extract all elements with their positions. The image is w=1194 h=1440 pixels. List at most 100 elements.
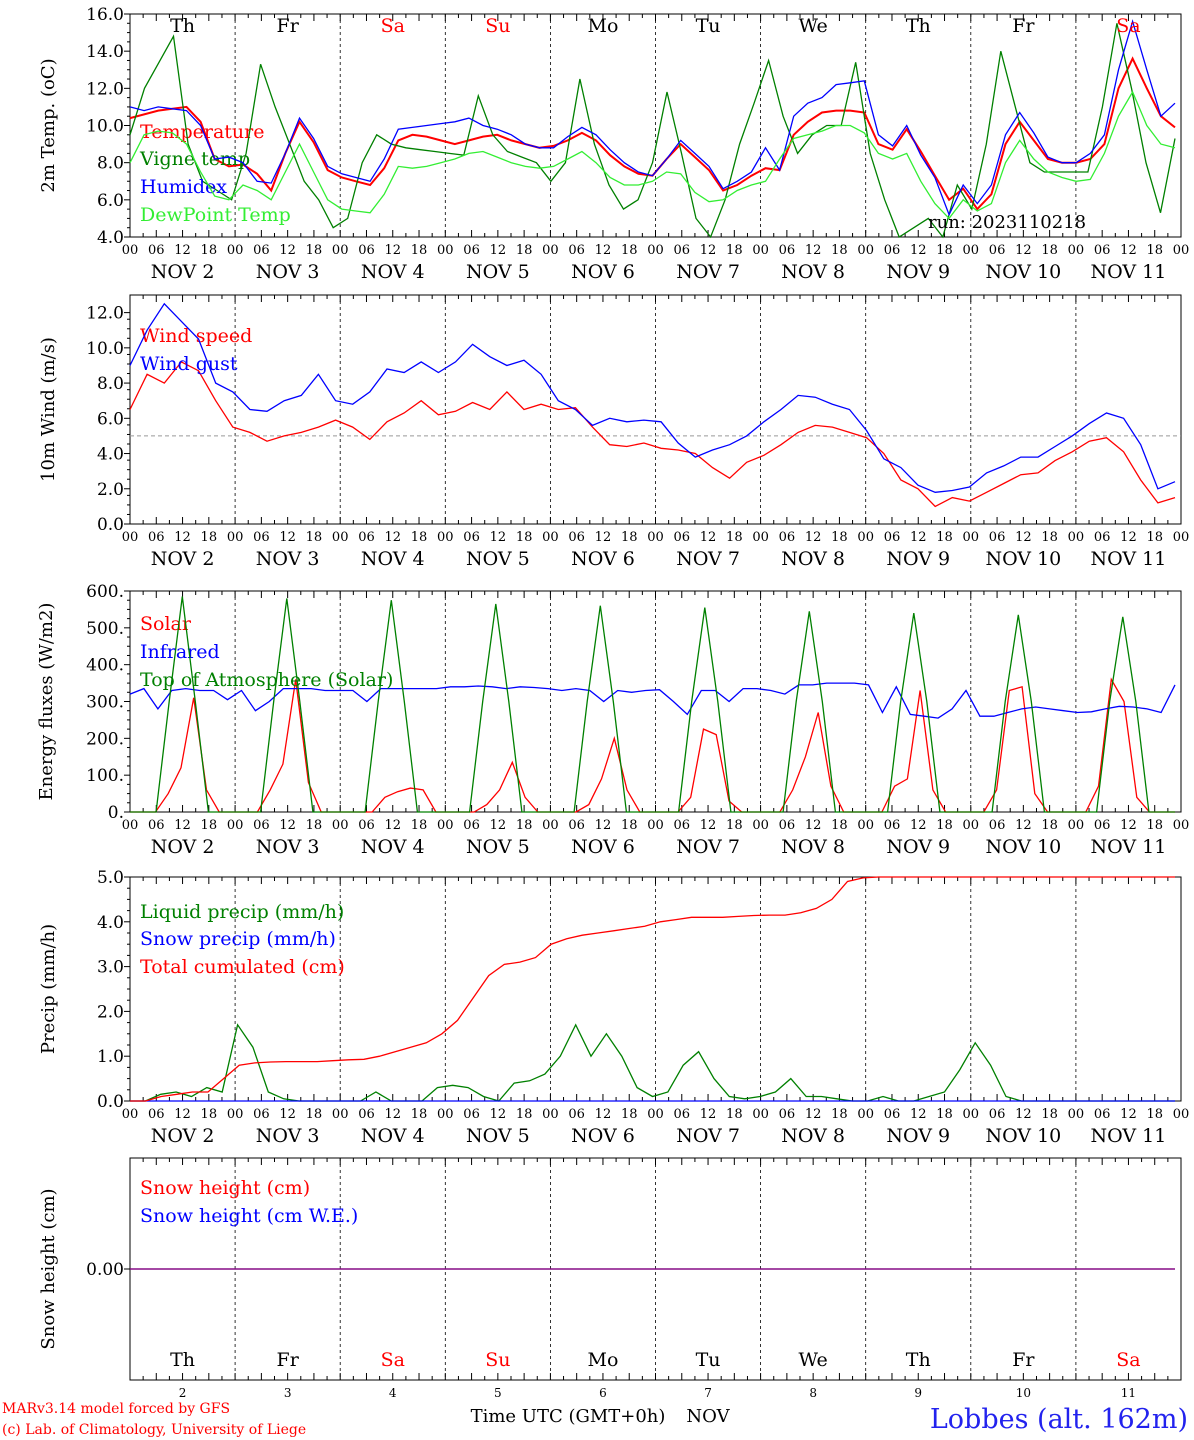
day-name-label: Th [906,15,931,37]
day-number-label: 2 [179,1386,187,1400]
y-tick-label: 8.0 [97,374,124,394]
day-number-label: 6 [599,1386,607,1400]
y-tick-label: 600. [86,582,124,602]
y-tick-label: 300. [86,693,124,713]
hour-tick-label: 18 [1041,530,1058,545]
hour-tick-label: 18 [621,1107,638,1122]
hour-tick-label: 18 [726,530,743,545]
hour-tick-label: 06 [989,530,1006,545]
footer-model: MARv3.14 model forced by GFS [2,1401,230,1417]
date-label: NOV 7 [676,261,740,283]
hour-tick-label: 12 [490,1107,507,1122]
hour-tick-label: 00 [437,243,454,258]
hour-tick-label: 00 [1173,243,1190,258]
date-label: NOV 5 [466,836,530,858]
series-line [129,361,1176,508]
y-tick-label: 12.0 [86,304,124,324]
date-label: NOV 10 [985,836,1061,858]
hour-tick-label: 18 [1146,1107,1163,1122]
series-line [129,682,1176,719]
y-tick-label: 0.0 [97,515,124,535]
hour-tick-label: 06 [463,243,480,258]
hour-tick-label: 18 [726,243,743,258]
hour-tick-label: 12 [384,530,401,545]
panels: 4.0 6.0 8.0 10.0 12.0 14.0 16.0 2m Temp. (oC) Te… [36,5,1189,1400]
hour-tick-label: 18 [621,530,638,545]
hour-tick-label: 12 [910,530,927,545]
y-tick-label: 10.0 [86,117,124,137]
day-name-label: Th [170,1349,195,1371]
hour-tick-label: 12 [700,243,717,258]
hour-tick-label: 00 [963,243,980,258]
day-name-label: Mo [587,15,618,37]
hour-tick-label: 06 [253,818,270,833]
hour-tick-label: 12 [805,818,822,833]
hour-tick-label: 00 [542,818,559,833]
hour-tick-label: 00 [752,818,769,833]
hour-tick-label: 12 [595,530,612,545]
hour-tick-label: 12 [1015,818,1032,833]
hour-tick-label: 18 [411,243,428,258]
hour-tick-label: 18 [621,818,638,833]
date-label: NOV 8 [781,836,845,858]
hour-tick-label: 18 [936,1107,953,1122]
hour-tick-label: 06 [884,243,901,258]
panel-2: 0.0 2.0 4.0 6.0 8.0 10.0 12.0 10m Wind (m/s) Win… [38,294,1189,570]
day-number-label: 3 [284,1386,292,1400]
day-name-label: Sa [1116,15,1140,37]
hour-tick-label: 06 [148,243,165,258]
hour-tick-label: 18 [831,530,848,545]
hour-tick-label: 00 [647,1107,664,1122]
date-label: NOV 10 [985,261,1061,283]
hour-tick-label: 00 [332,530,349,545]
y-tick-label: 100. [86,766,124,786]
hour-tick-label: 00 [122,818,139,833]
hour-tick-label: 12 [1015,530,1032,545]
hour-tick-label: 06 [674,1107,691,1122]
hour-tick-label: 18 [936,243,953,258]
y-tick-label: 0.00 [86,1260,124,1280]
hour-tick-label: 12 [490,530,507,545]
hour-tick-label: 12 [490,818,507,833]
hour-tick-label: 06 [674,530,691,545]
hour-tick-label: 06 [463,530,480,545]
hour-tick-label: 18 [831,243,848,258]
hour-tick-label: 12 [805,243,822,258]
legend-entry: Solar [140,613,192,635]
hour-tick-label: 18 [306,1107,323,1122]
hour-tick-label: 12 [384,243,401,258]
hour-tick-label: 18 [516,1107,533,1122]
date-label: NOV 9 [886,548,950,570]
hour-tick-label: 00 [227,243,244,258]
y-tick-label: 6.0 [97,191,124,211]
day-name-label: Fr [277,1349,300,1371]
hour-tick-label: 12 [174,530,191,545]
day-number-label: 7 [704,1386,712,1400]
hour-tick-label: 12 [595,243,612,258]
y-tick-label: 16.0 [86,5,124,25]
date-label: NOV 3 [256,548,320,570]
legend-entry: DewPoint Temp [140,204,291,226]
hour-tick-label: 12 [910,818,927,833]
hour-tick-label: 12 [1120,530,1137,545]
hour-tick-label: 06 [463,1107,480,1122]
date-label: NOV 11 [1091,261,1167,283]
hour-tick-label: 18 [1041,243,1058,258]
y-tick-label: 14.0 [86,42,124,62]
hour-tick-label: 12 [910,243,927,258]
hour-tick-label: 18 [1041,818,1058,833]
day-name-label: We [799,1349,828,1371]
day-name-label: Fr [277,15,300,37]
hour-tick-label: 00 [122,243,139,258]
hour-tick-label: 00 [1173,818,1190,833]
hour-tick-label: 06 [358,818,375,833]
hour-tick-label: 00 [1068,1107,1085,1122]
hour-tick-label: 00 [963,1107,980,1122]
day-name-label: Fr [1012,1349,1035,1371]
date-label: NOV 11 [1091,1125,1167,1147]
hour-tick-label: 12 [279,243,296,258]
hour-tick-label: 06 [674,818,691,833]
legend-entry: Liquid precip (mm/h) [140,901,344,923]
hour-tick-label: 06 [568,243,585,258]
hour-tick-label: 00 [1068,243,1085,258]
